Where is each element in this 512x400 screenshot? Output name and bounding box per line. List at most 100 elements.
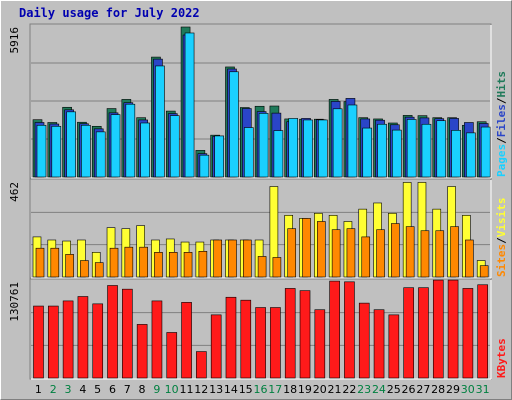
x-tick-label-day-30: 30 <box>461 383 475 396</box>
legend-item: Files <box>495 104 508 137</box>
legend-item: Visits <box>495 198 508 238</box>
x-tick-label-day-8: 8 <box>139 383 146 396</box>
x-tick-label-day-4: 4 <box>79 383 86 396</box>
bar-pages-day-2 <box>51 125 62 178</box>
bar-pages-day-7 <box>125 103 136 178</box>
bar-pages-day-22 <box>347 104 358 178</box>
x-tick-label-day-5: 5 <box>94 383 101 396</box>
x-tick-label-day-29: 29 <box>446 383 460 396</box>
chart-title: Daily usage for July 2022 <box>19 6 200 20</box>
bar-pages-day-24 <box>377 123 387 178</box>
bar-kbytes-day-19 <box>299 290 311 379</box>
ymax-label-top: 5916 <box>8 27 21 54</box>
bar-sites-day-25 <box>391 223 400 278</box>
bar-kbytes-day-21 <box>329 280 340 379</box>
bar-sites-day-16 <box>257 256 267 278</box>
bar-pages-day-3 <box>66 111 76 178</box>
legend-bottom: KBytes <box>495 338 508 378</box>
legend-item: KBytes <box>495 338 508 378</box>
x-tick-label-day-26: 26 <box>402 383 416 396</box>
bar-kbytes-day-24 <box>373 309 385 379</box>
x-tick-label-day-11: 11 <box>179 383 193 396</box>
bar-sites-day-21 <box>331 229 341 278</box>
x-tick-label-day-21: 21 <box>328 383 342 396</box>
bar-sites-day-19 <box>302 218 311 278</box>
bar-kbytes-day-20 <box>314 309 326 379</box>
x-tick-label-day-13: 13 <box>209 383 223 396</box>
bar-sites-day-8 <box>139 246 148 278</box>
chart-bars <box>32 26 491 379</box>
legend-item: / <box>495 97 508 104</box>
bar-kbytes-day-31 <box>477 284 488 379</box>
bar-kbytes-day-11 <box>181 302 192 379</box>
bar-pages-day-28 <box>436 120 447 178</box>
bar-pages-day-26 <box>406 119 417 178</box>
bar-sites-day-29 <box>450 226 459 278</box>
x-tick-label-day-27: 27 <box>416 383 430 396</box>
bar-pages-day-6 <box>110 114 121 178</box>
bar-kbytes-day-5 <box>92 303 104 379</box>
bar-sites-day-10 <box>168 252 178 278</box>
x-tick-label-day-31: 31 <box>476 383 490 396</box>
bar-sites-day-31 <box>479 265 489 278</box>
bar-sites-day-2 <box>50 247 60 278</box>
bar-pages-day-10 <box>169 115 180 178</box>
bar-kbytes-day-1 <box>33 305 44 379</box>
bar-sites-day-5 <box>94 262 104 278</box>
bar-sites-day-17 <box>272 257 282 278</box>
legend-item: Pages <box>495 144 508 177</box>
bar-sites-day-20 <box>317 221 326 278</box>
bar-kbytes-day-30 <box>462 288 474 379</box>
legend-item: Hits <box>495 71 508 98</box>
x-tick-label-day-24: 24 <box>372 383 386 396</box>
bar-pages-day-23 <box>362 127 373 178</box>
bar-sites-day-14 <box>228 239 237 278</box>
bar-pages-day-9 <box>155 65 165 178</box>
bar-sites-day-26 <box>405 226 415 278</box>
x-tick-label-day-20: 20 <box>313 383 327 396</box>
x-tick-label-day-2: 2 <box>50 383 57 396</box>
bar-sites-day-9 <box>154 252 163 278</box>
bar-sites-day-13 <box>213 239 222 278</box>
bar-pages-day-19 <box>303 119 313 178</box>
bar-kbytes-day-16 <box>255 307 266 379</box>
x-tick-label-day-17: 17 <box>268 383 282 396</box>
bar-kbytes-day-28 <box>432 279 444 379</box>
bar-kbytes-day-3 <box>62 300 74 379</box>
bar-sites-day-30 <box>465 239 474 278</box>
bar-sites-day-3 <box>65 254 74 278</box>
bar-kbytes-day-29 <box>447 279 459 379</box>
bar-pages-day-13 <box>214 135 224 178</box>
bar-sites-day-28 <box>435 230 445 278</box>
bar-pages-day-18 <box>288 118 299 178</box>
bar-kbytes-day-2 <box>48 305 59 379</box>
bar-kbytes-day-13 <box>210 314 222 379</box>
bar-pages-day-14 <box>229 71 239 178</box>
bar-kbytes-day-26 <box>403 287 414 379</box>
ymax-label-middle: 462 <box>8 182 21 202</box>
bar-pages-day-1 <box>36 124 47 178</box>
bar-kbytes-day-22 <box>344 281 355 379</box>
x-tick-label-day-14: 14 <box>224 383 238 396</box>
bar-sites-day-22 <box>346 228 356 278</box>
legend-item: / <box>495 237 508 244</box>
x-tick-label-day-1: 1 <box>35 383 42 396</box>
bar-kbytes-day-14 <box>225 296 237 379</box>
bar-pages-day-5 <box>95 131 106 178</box>
bar-sites-day-11 <box>183 252 193 278</box>
bar-pages-day-15 <box>243 127 254 178</box>
bar-pages-day-29 <box>451 130 461 178</box>
legend-top: Pages/Files/Hits <box>495 71 508 177</box>
bar-kbytes-day-17 <box>270 307 281 379</box>
bar-sites-day-1 <box>35 247 45 278</box>
bar-pages-day-4 <box>81 124 91 178</box>
x-tick-label-day-7: 7 <box>124 383 131 396</box>
bar-pages-day-30 <box>466 132 476 178</box>
bar-kbytes-day-7 <box>122 288 133 379</box>
bar-kbytes-day-18 <box>284 288 296 379</box>
bar-kbytes-day-10 <box>166 332 178 379</box>
x-tick-label-day-6: 6 <box>109 383 116 396</box>
x-tick-label-day-23: 23 <box>357 383 371 396</box>
x-tick-label-day-25: 25 <box>387 383 401 396</box>
